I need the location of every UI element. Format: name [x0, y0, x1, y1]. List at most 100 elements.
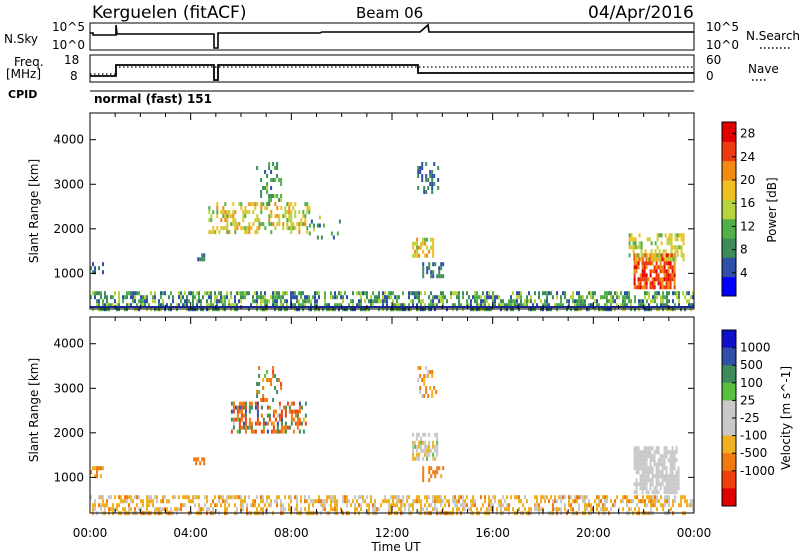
power-echo-cell [647, 261, 650, 266]
power-echo-cell [634, 237, 637, 242]
velocity-echo-cell [296, 499, 298, 504]
power-echo-cell [614, 291, 616, 296]
power-echo-cell [636, 245, 639, 250]
velocity-echo-cell [578, 495, 580, 500]
power-echo-cell [436, 295, 438, 300]
power-echo-cell [422, 266, 425, 271]
power-echo-cell [196, 299, 198, 304]
velocity-echo-cell [242, 405, 245, 410]
velocity-echo-cell [684, 495, 686, 500]
velocity-echo-cell [206, 499, 208, 504]
power-echo-cell [232, 202, 235, 207]
velocity-echo-cell [432, 456, 435, 461]
velocity-echo-cell [244, 401, 247, 406]
velocity-echo-cell [677, 470, 680, 475]
power-echo-cell [292, 303, 294, 308]
velocity-echo-cell [260, 507, 262, 512]
velocity-echo-cell [431, 390, 434, 394]
power-echo-cell [588, 291, 590, 296]
velocity-echo-cell [166, 507, 168, 512]
velocity-echo-cell [376, 507, 378, 512]
velocity-echo-cell [651, 478, 654, 483]
power-echo-cell [302, 291, 304, 296]
power-echo-cell [663, 285, 666, 290]
power-echo-cell [442, 274, 445, 279]
power-echo-cell [412, 253, 415, 258]
velocity-echo-cell [428, 478, 431, 483]
velocity-echo-cell [690, 503, 692, 508]
power-echo-cell [667, 265, 670, 270]
power-echo-cell [370, 303, 372, 308]
power-echo-cell [633, 277, 636, 282]
power-echo-cell [688, 303, 690, 308]
velocity-echo-cell [418, 452, 421, 457]
velocity-echo-cell [564, 507, 566, 512]
power-echo-cell [645, 277, 648, 282]
velocity-echo-cell [146, 495, 148, 500]
velocity-echo-cell [423, 378, 426, 382]
power-echo-cell [220, 210, 223, 215]
velocity-echo-cell [412, 452, 415, 457]
velocity-echo-cell [602, 503, 604, 508]
power-echo-cell [417, 170, 420, 174]
power-echo-cell [272, 295, 274, 300]
power-echo-cell [374, 295, 376, 300]
velocity-echo-cell [536, 499, 538, 504]
power-echo-cell [92, 262, 94, 267]
power-echo-cell [661, 281, 664, 286]
power-echo-cell [412, 245, 415, 250]
power-echo-cell [648, 237, 651, 242]
power-echo-cell [256, 166, 259, 170]
power-echo-cell [282, 291, 284, 296]
power-echo-cell [268, 299, 270, 304]
power-echo-cell [633, 269, 636, 274]
power-echo-cell [668, 233, 671, 238]
velocity-echo-cell [98, 495, 100, 500]
power-echo-cell [508, 303, 510, 308]
power-echo-cell [366, 291, 368, 296]
power-echo-cell [649, 273, 652, 278]
power-echo-cell [442, 303, 444, 308]
velocity-echo-cell [180, 507, 182, 512]
power-echo-cell [262, 295, 264, 300]
power-echo-cell [398, 295, 400, 300]
power-echo-cell [634, 295, 636, 300]
velocity-echo-cell [322, 503, 324, 508]
velocity-echo-cell [665, 446, 668, 451]
power-echo-cell [214, 299, 216, 304]
power-echo-cell [653, 285, 656, 290]
power-echo-cell [240, 226, 243, 231]
power-echo-cell [528, 291, 530, 296]
velocity-echo-cell [234, 405, 237, 410]
power-echo-cell [416, 253, 419, 258]
velocity-echo-cell [290, 499, 292, 504]
velocity-echo-cell [643, 454, 646, 459]
velocity-echo-cell [496, 507, 498, 512]
velocity-echo-cell [230, 409, 233, 414]
power-echo-cell [222, 295, 224, 300]
velocity-echo-cell [272, 370, 275, 374]
power-echo-cell [440, 274, 443, 279]
power-echo-cell [610, 291, 612, 296]
freq-left-label-2: [MHz] [6, 67, 41, 81]
velocity-echo-cell [434, 507, 436, 512]
power-echo-cell [596, 303, 598, 308]
velocity-echo-cell [425, 366, 428, 370]
velocity-echo-cell [637, 458, 640, 463]
velocity-echo-cell [690, 499, 692, 504]
power-echo-cell [138, 291, 140, 296]
velocity-echo-cell [398, 499, 400, 504]
power-echo-cell [198, 299, 200, 304]
power-echo-cell [118, 291, 120, 296]
power-echo-cell [232, 210, 235, 215]
velocity-echo-cell [432, 495, 434, 500]
velocity-echo-cell [304, 499, 306, 504]
power-ytick-label: 2000 [53, 222, 84, 236]
velocity-echo-cell [199, 461, 202, 466]
power-echo-cell [212, 210, 215, 215]
velocity-ytick-label: 1000 [53, 470, 84, 484]
power-echo-cell [216, 202, 219, 207]
power-echo-cell [684, 295, 686, 300]
power-echo-cell [134, 291, 136, 296]
velocity-echo-cell [622, 507, 624, 512]
